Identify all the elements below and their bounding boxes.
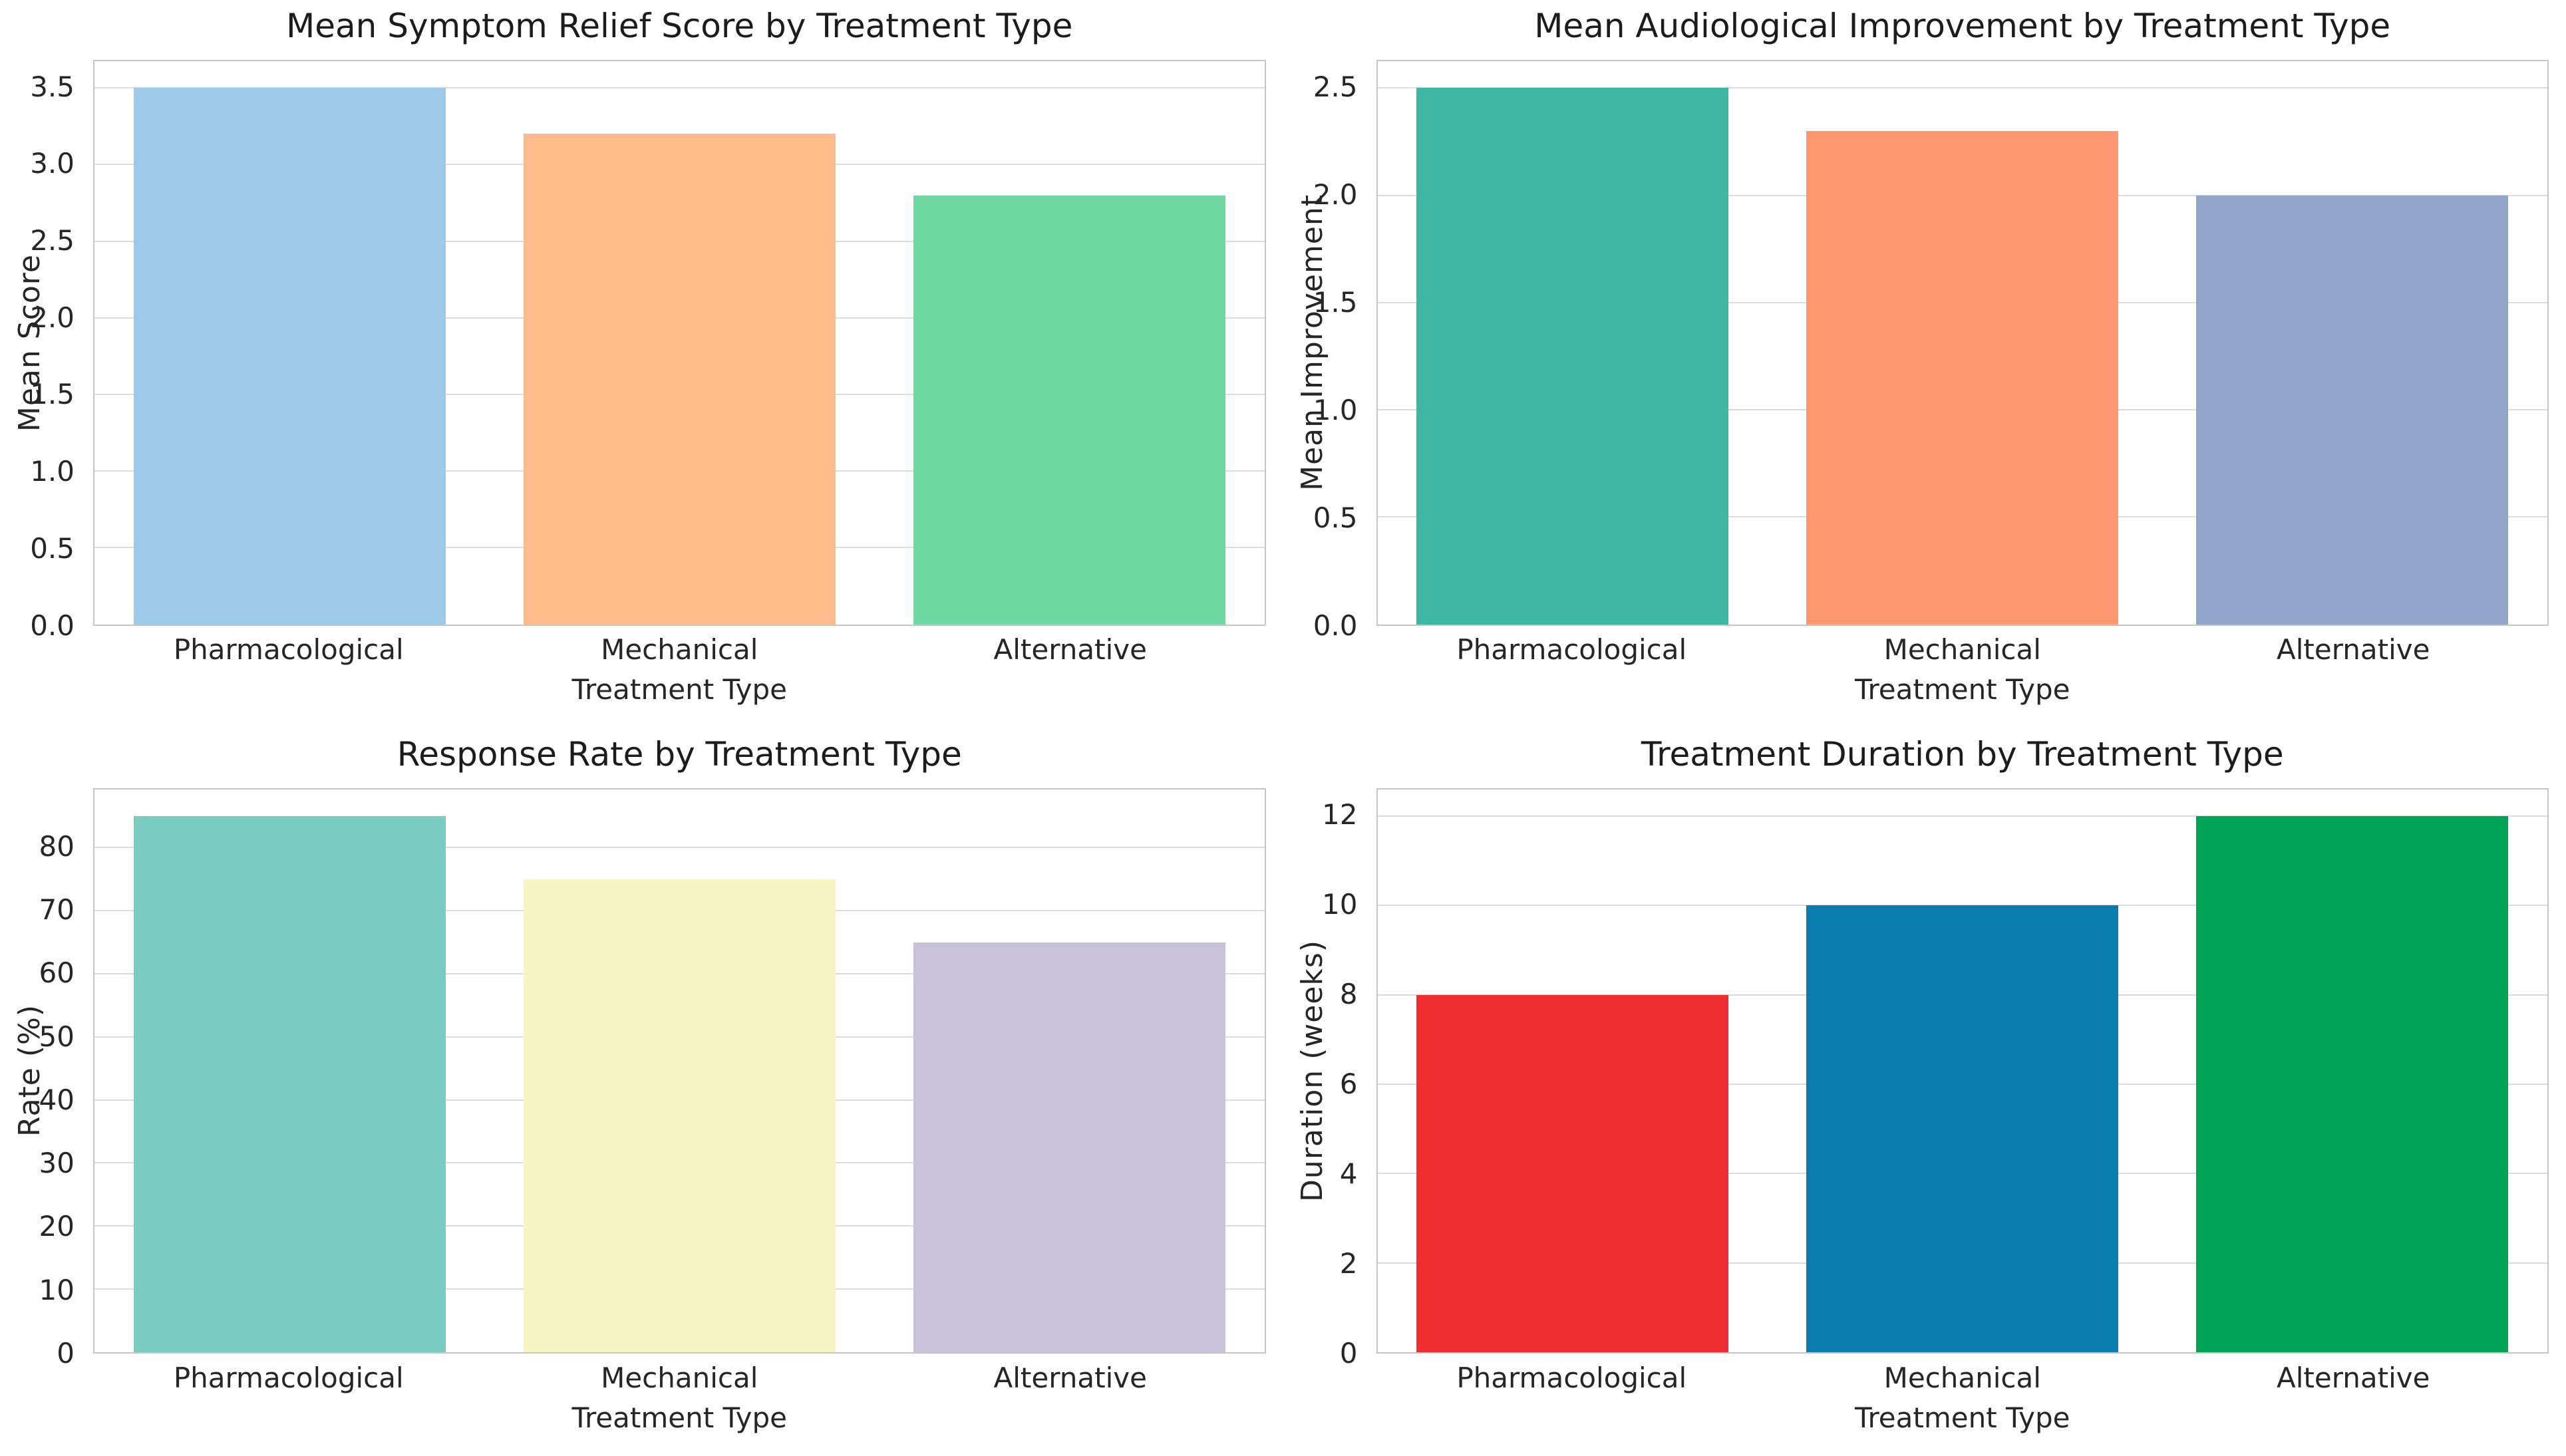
y-tick-label: 80 <box>39 829 75 863</box>
bar-alternative <box>913 942 1225 1352</box>
x-axis-label: Treatment Type <box>571 1401 788 1434</box>
chart-title: Response Rate by Treatment Type <box>397 734 962 774</box>
y-tick-label: 6 <box>1339 1068 1358 1100</box>
x-axis-label: Treatment Type <box>1854 1401 2070 1434</box>
bar-mechanical <box>523 879 836 1352</box>
x-tick-label: Alternative <box>2277 1361 2430 1394</box>
y-tick-label: 20 <box>39 1210 75 1243</box>
bar-pharmacological <box>1416 88 1729 625</box>
x-axis-label: Treatment Type <box>1854 673 2070 706</box>
y-tick-label: 8 <box>1339 978 1358 1010</box>
gridline <box>1377 87 2547 89</box>
x-axis-ticks: Pharmacological Mechanical Alternative <box>1376 633 2549 666</box>
x-tick-label: Alternative <box>993 633 1147 666</box>
y-tick-label: 1.5 <box>30 378 75 411</box>
y-tick-label: 30 <box>39 1147 75 1180</box>
bar-pharmacological <box>133 815 446 1352</box>
plot-area <box>93 60 1266 626</box>
plot-area <box>1376 60 2549 626</box>
y-tick-label: 1.0 <box>1313 393 1358 426</box>
y-axis-ticks: 0.0 0.5 1.0 1.5 2.0 2.5 3.0 3.5 <box>0 60 84 639</box>
x-axis-label: Treatment Type <box>571 673 788 706</box>
gridline <box>94 847 1265 849</box>
y-tick-label: 0 <box>1339 1337 1358 1370</box>
chart-response-rate: Response Rate by Treatment Type Rate (%) 0… <box>0 728 1283 1456</box>
bar-mechanical <box>523 134 836 625</box>
x-tick-label: Pharmacological <box>1456 1361 1687 1394</box>
bar-pharmacological <box>1416 994 1729 1352</box>
y-tick-label: 12 <box>1322 798 1358 831</box>
x-tick-label: Pharmacological <box>173 633 404 666</box>
y-tick-label: 3.5 <box>30 70 75 103</box>
y-tick-label: 0 <box>57 1337 75 1370</box>
bar-mechanical <box>1806 905 2119 1352</box>
y-tick-label: 40 <box>39 1083 75 1116</box>
y-tick-label: 0.0 <box>30 609 75 642</box>
y-tick-label: 2.0 <box>1313 178 1358 211</box>
x-tick-label: Mechanical <box>1883 1361 2041 1394</box>
y-tick-label: 2.5 <box>1313 70 1358 103</box>
chart-symptom-relief: Mean Symptom Relief Score by Treatment T… <box>0 0 1283 728</box>
chart-title: Mean Symptom Relief Score by Treatment T… <box>286 7 1073 45</box>
bar-pharmacological <box>133 88 446 625</box>
x-tick-label: Mechanical <box>601 633 758 666</box>
y-tick-label: 0.0 <box>1313 609 1358 642</box>
x-axis-ticks: Pharmacological Mechanical Alternative <box>93 633 1266 666</box>
y-tick-label: 60 <box>39 956 75 990</box>
y-tick-label: 1.5 <box>1313 285 1358 319</box>
x-tick-label: Mechanical <box>1883 633 2041 666</box>
gridline <box>94 87 1265 89</box>
bar-alternative <box>2196 815 2509 1352</box>
bar-mechanical <box>1806 130 2119 625</box>
y-tick-label: 0.5 <box>30 531 75 565</box>
x-tick-label: Alternative <box>2277 633 2430 666</box>
plot-area <box>1376 788 2549 1354</box>
x-axis-ticks: Pharmacological Mechanical Alternative <box>93 1362 1266 1394</box>
y-tick-label: 50 <box>39 1020 75 1053</box>
y-tick-label: 3.0 <box>30 147 75 180</box>
chart-treatment-duration: Treatment Duration by Treatment Type Dura… <box>1283 728 2566 1456</box>
y-tick-label: 2.0 <box>30 301 75 334</box>
y-tick-label: 0.5 <box>1313 501 1358 534</box>
x-tick-label: Alternative <box>993 1361 1147 1394</box>
chart-title: Treatment Duration by Treatment Type <box>1641 734 2284 774</box>
x-tick-label: Pharmacological <box>1456 633 1687 666</box>
bar-alternative <box>2196 195 2509 625</box>
y-axis-ticks: 0 10 20 30 40 50 60 70 80 <box>0 788 84 1367</box>
y-tick-label: 10 <box>39 1273 75 1306</box>
y-axis-ticks: 0 2 4 6 8 10 12 <box>1283 788 1367 1368</box>
y-tick-label: 70 <box>39 893 75 926</box>
y-tick-label: 4 <box>1339 1157 1358 1190</box>
y-tick-label: 2 <box>1339 1247 1358 1280</box>
y-axis-ticks: 0.0 0.5 1.0 1.5 2.0 2.5 <box>1283 60 1367 639</box>
y-tick-label: 10 <box>1322 888 1358 921</box>
bar-alternative <box>913 195 1225 625</box>
plot-area <box>93 788 1266 1354</box>
x-axis-ticks: Pharmacological Mechanical Alternative <box>1376 1362 2549 1394</box>
chart-audiological-improvement: Mean Audiological Improvement by Treatme… <box>1283 0 2566 728</box>
x-tick-label: Mechanical <box>601 1361 758 1394</box>
x-tick-label: Pharmacological <box>173 1361 404 1394</box>
y-tick-label: 2.5 <box>30 223 75 257</box>
gridline <box>1377 815 2547 817</box>
y-tick-label: 1.0 <box>30 455 75 488</box>
chart-title: Mean Audiological Improvement by Treatme… <box>1534 7 2391 45</box>
